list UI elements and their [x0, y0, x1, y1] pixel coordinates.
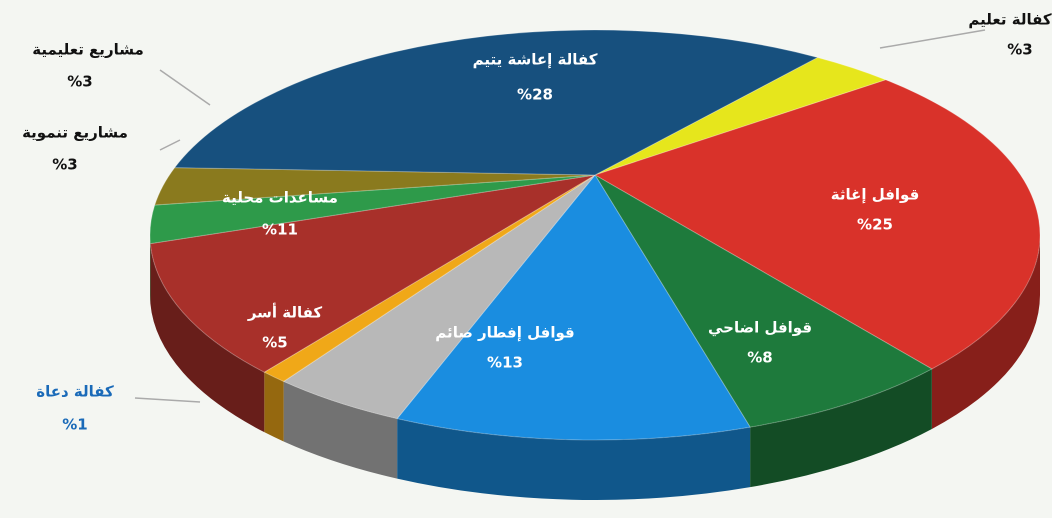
- value-label: %25: [857, 216, 893, 234]
- slice-label: مساعدات محلية: [222, 189, 338, 207]
- slice: [594, 56, 888, 176]
- value-label: %28: [517, 86, 553, 104]
- slice-side: [397, 418, 751, 500]
- slice: [173, 29, 819, 176]
- slice: [149, 174, 596, 373]
- slice-label: قوافل إفطار صائم: [435, 324, 574, 342]
- slice: [282, 174, 596, 420]
- slice-label: مشاريع تعليمية: [32, 41, 144, 59]
- slice-label: مشاريع تنموية: [22, 124, 128, 142]
- slice-side: [750, 368, 932, 488]
- slice-label: كفالة دعاة: [36, 383, 114, 401]
- value-label: %3: [1007, 41, 1032, 59]
- slice-label: كفالة أسر: [247, 303, 323, 322]
- slice: [594, 174, 933, 428]
- slice-label: قوافل إغاثة: [831, 186, 920, 204]
- leader-line: [879, 29, 986, 49]
- leader-line: [159, 69, 211, 106]
- slice: [263, 174, 596, 383]
- slice: [396, 174, 751, 441]
- slice-side: [264, 372, 284, 442]
- value-label: %11: [262, 221, 298, 239]
- leader-line: [134, 397, 201, 403]
- value-label: %13: [487, 354, 523, 372]
- slice-label: كفالة إعاشة يتيم: [473, 51, 598, 69]
- value-label: %3: [52, 156, 77, 174]
- value-label: %5: [262, 334, 287, 352]
- slice-label: كفالة تعليم: [968, 11, 1051, 29]
- slice: [154, 167, 596, 206]
- slice-side: [931, 235, 1040, 429]
- leader-line: [159, 139, 181, 151]
- slice-label: قوافل اضاحي: [708, 319, 812, 337]
- value-label: %3: [67, 73, 92, 91]
- value-label: %8: [747, 349, 772, 367]
- slice: [149, 174, 596, 245]
- slice-side: [283, 381, 398, 479]
- value-label: %1: [62, 416, 87, 434]
- slice-side: [150, 243, 265, 433]
- slice: [593, 79, 1041, 370]
